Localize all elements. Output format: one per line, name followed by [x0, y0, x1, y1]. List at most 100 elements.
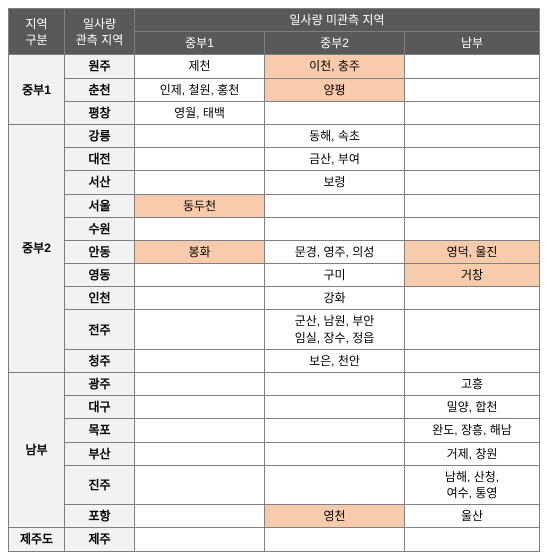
cell: 밀양, 합천	[405, 396, 540, 419]
table-row: 춘천 인제, 철원, 홍천 양평	[9, 78, 540, 101]
table-row: 진주 남해, 산청,여수, 통영	[9, 465, 540, 504]
cell	[135, 528, 265, 551]
cell	[135, 419, 265, 442]
table-row: 수원	[9, 217, 540, 240]
cell	[135, 124, 265, 147]
cell: 보령	[265, 171, 405, 194]
table-row: 중부2 강릉 동해, 속초	[9, 124, 540, 147]
obs-cell: 제주	[65, 528, 135, 551]
cell	[405, 148, 540, 171]
table-row: 전주 군산, 남원, 부안임실, 장수, 정읍	[9, 310, 540, 349]
cell	[405, 101, 540, 124]
cell	[135, 171, 265, 194]
obs-cell: 부산	[65, 442, 135, 465]
obs-cell: 광주	[65, 373, 135, 396]
obs-cell: 포항	[65, 505, 135, 528]
cell	[135, 373, 265, 396]
cell	[265, 465, 405, 504]
obs-cell: 청주	[65, 349, 135, 372]
cell: 제천	[135, 55, 265, 78]
cell	[265, 101, 405, 124]
cell	[405, 194, 540, 217]
table-row: 서산 보령	[9, 171, 540, 194]
cell: 양평	[265, 78, 405, 101]
obs-cell: 인천	[65, 287, 135, 310]
region-table: 지역구분 일사량관측 지역 일사량 미관측 지역 중부1 중부2 남부 중부1 …	[8, 8, 540, 552]
cell: 완도, 장흥, 해남	[405, 419, 540, 442]
th-sub2: 중부2	[265, 32, 405, 55]
cell	[405, 217, 540, 240]
obs-cell: 목포	[65, 419, 135, 442]
cell: 영천	[265, 505, 405, 528]
cell	[405, 349, 540, 372]
cell	[135, 287, 265, 310]
table-row: 제주도 제주	[9, 528, 540, 551]
cell	[405, 171, 540, 194]
cell	[405, 310, 540, 349]
cell: 문경, 영주, 의성	[265, 240, 405, 263]
cell	[405, 287, 540, 310]
cell: 고흥	[405, 373, 540, 396]
table-row: 대전 금산, 부여	[9, 148, 540, 171]
cell	[265, 373, 405, 396]
th-sub3: 남부	[405, 32, 540, 55]
cell	[135, 217, 265, 240]
th-nonobs-group: 일사량 미관측 지역	[135, 9, 540, 32]
obs-cell: 춘천	[65, 78, 135, 101]
table-row: 인천 강화	[9, 287, 540, 310]
obs-cell: 평창	[65, 101, 135, 124]
cell: 금산, 부여	[265, 148, 405, 171]
cell: 인제, 철원, 홍천	[135, 78, 265, 101]
cell	[405, 78, 540, 101]
cell	[135, 442, 265, 465]
cell	[135, 465, 265, 504]
th-obs-region: 일사량관측 지역	[65, 9, 135, 55]
obs-cell: 원주	[65, 55, 135, 78]
obs-cell: 안동	[65, 240, 135, 263]
group-label: 남부	[9, 373, 65, 528]
cell	[405, 528, 540, 551]
cell	[135, 505, 265, 528]
table-row: 평창 영월, 태백	[9, 101, 540, 124]
obs-cell: 수원	[65, 217, 135, 240]
cell	[265, 194, 405, 217]
table-row: 포항 영천 울산	[9, 505, 540, 528]
obs-cell: 서산	[65, 171, 135, 194]
cell: 거창	[405, 264, 540, 287]
cell	[265, 217, 405, 240]
th-region-type: 지역구분	[9, 9, 65, 55]
group-label: 제주도	[9, 528, 65, 551]
cell	[135, 264, 265, 287]
cell	[135, 310, 265, 349]
cell: 이천, 충주	[265, 55, 405, 78]
obs-cell: 전주	[65, 310, 135, 349]
cell	[265, 442, 405, 465]
table-row: 남부 광주 고흥	[9, 373, 540, 396]
table-row: 목포 완도, 장흥, 해남	[9, 419, 540, 442]
cell	[135, 349, 265, 372]
cell: 군산, 남원, 부안임실, 장수, 정읍	[265, 310, 405, 349]
cell	[265, 419, 405, 442]
group-label: 중부2	[9, 124, 65, 372]
cell: 봉화	[135, 240, 265, 263]
obs-cell: 영동	[65, 264, 135, 287]
cell: 동두천	[135, 194, 265, 217]
table-row: 부산 거제, 창원	[9, 442, 540, 465]
cell	[135, 148, 265, 171]
table-row: 대구 밀양, 합천	[9, 396, 540, 419]
cell: 구미	[265, 264, 405, 287]
cell: 동해, 속초	[265, 124, 405, 147]
cell	[405, 124, 540, 147]
obs-cell: 대전	[65, 148, 135, 171]
table-row: 중부1 원주 제천 이천, 충주	[9, 55, 540, 78]
cell	[405, 55, 540, 78]
table-row: 서울 동두천	[9, 194, 540, 217]
cell	[135, 396, 265, 419]
table-row: 청주 보은, 천안	[9, 349, 540, 372]
obs-cell: 강릉	[65, 124, 135, 147]
cell	[265, 528, 405, 551]
group-label: 중부1	[9, 55, 65, 125]
cell: 영월, 태백	[135, 101, 265, 124]
obs-cell: 대구	[65, 396, 135, 419]
table-row: 영동 구미 거창	[9, 264, 540, 287]
